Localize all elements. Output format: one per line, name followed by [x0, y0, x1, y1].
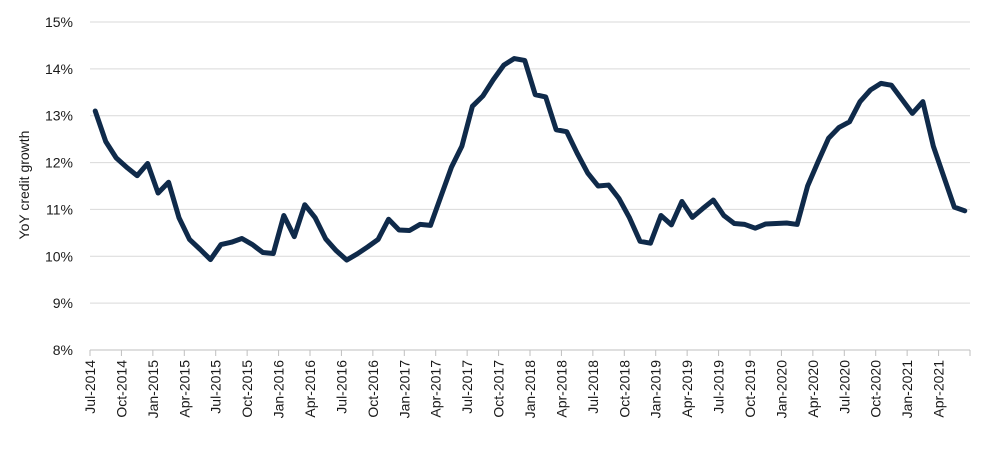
y-tick-label: 11%: [46, 201, 73, 217]
x-tick-label: Oct-2014: [113, 360, 129, 418]
axes: [89, 349, 971, 356]
x-tick-label: Oct-2020: [868, 360, 884, 418]
x-tick-label: Apr-2020: [805, 360, 821, 418]
x-tick-label: Jul-2015: [208, 360, 224, 414]
x-axis-ticks: Jul-2014 Oct-2014 Jan-2015 Apr-2015 Jul-2015…: [82, 360, 947, 419]
x-tick-label: Apr-2015: [176, 360, 192, 418]
y-tick-label: 9%: [53, 295, 73, 311]
x-tick-label: Oct-2016: [365, 360, 381, 418]
x-tick-label: Jan-2015: [145, 360, 161, 419]
x-tick-label: Jul-2018: [585, 360, 601, 414]
x-tick-label: Oct-2018: [616, 360, 632, 418]
x-tick-label: Jul-2014: [82, 360, 98, 414]
series-layer: [92, 56, 968, 263]
x-tick-label: Jan-2018: [522, 360, 538, 419]
x-tick-label: Apr-2018: [553, 360, 569, 418]
y-tick-label: 13%: [45, 108, 73, 124]
x-tick-label: Apr-2021: [931, 360, 947, 418]
x-tick-label: Jul-2017: [459, 360, 475, 414]
x-tick-label: Jan-2020: [773, 360, 789, 419]
y-tick-label: 10%: [45, 248, 73, 264]
x-tick-label: Jan-2017: [396, 360, 412, 419]
x-tick-label: Jul-2016: [333, 360, 349, 414]
gridlines: [90, 21, 970, 304]
x-tick-label: Jan-2021: [899, 360, 915, 419]
y-tick-label: 8%: [53, 342, 73, 358]
y-axis-title: YoY credit growth: [16, 131, 32, 240]
x-tick-label: Oct-2017: [491, 360, 507, 418]
x-tick-label: Jul-2019: [711, 360, 727, 414]
y-tick-label: 14%: [45, 61, 73, 77]
x-tick-label: Apr-2019: [679, 360, 695, 418]
x-tick-label: Apr-2017: [428, 360, 444, 418]
x-tick-label: Apr-2016: [302, 360, 318, 418]
y-tick-label: 12%: [45, 155, 73, 171]
y-axis-ticks: 8% 9% 10% 11% 12% 13% 14% 15%: [45, 14, 73, 358]
series-line: [92, 56, 968, 263]
y-tick-label: 15%: [45, 14, 73, 30]
x-tick-label: Oct-2015: [239, 360, 255, 418]
x-tick-label: Jan-2016: [271, 360, 287, 419]
x-tick-label: Jan-2019: [648, 360, 664, 419]
x-tick-label: Jul-2020: [836, 360, 852, 414]
x-tick-label: Oct-2019: [742, 360, 758, 418]
